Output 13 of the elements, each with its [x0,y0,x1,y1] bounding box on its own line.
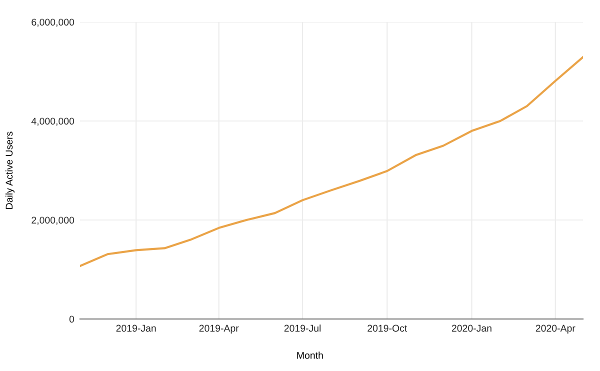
x-tick-label: 2020-Apr [536,324,576,334]
x-tick-label: 2020-Jan [452,324,492,332]
x-axis-title: Month [297,352,323,359]
y-tick-label: 2,000,000 [32,216,74,225]
y-tick-label: 6,000,000 [32,18,74,27]
y-axis-title: Daily Active Users [5,132,15,209]
x-tick-label: 2019-Jan [116,324,156,332]
y-tick-label: 4,000,000 [31,118,74,126]
x-tick-label: 2019-Jul [284,324,321,332]
x-tick-label: 2019-Apr [199,324,239,334]
x-tick-label: 2019-Oct [368,324,408,332]
line-series [80,56,583,268]
y-tick-label: 0 [69,316,74,323]
